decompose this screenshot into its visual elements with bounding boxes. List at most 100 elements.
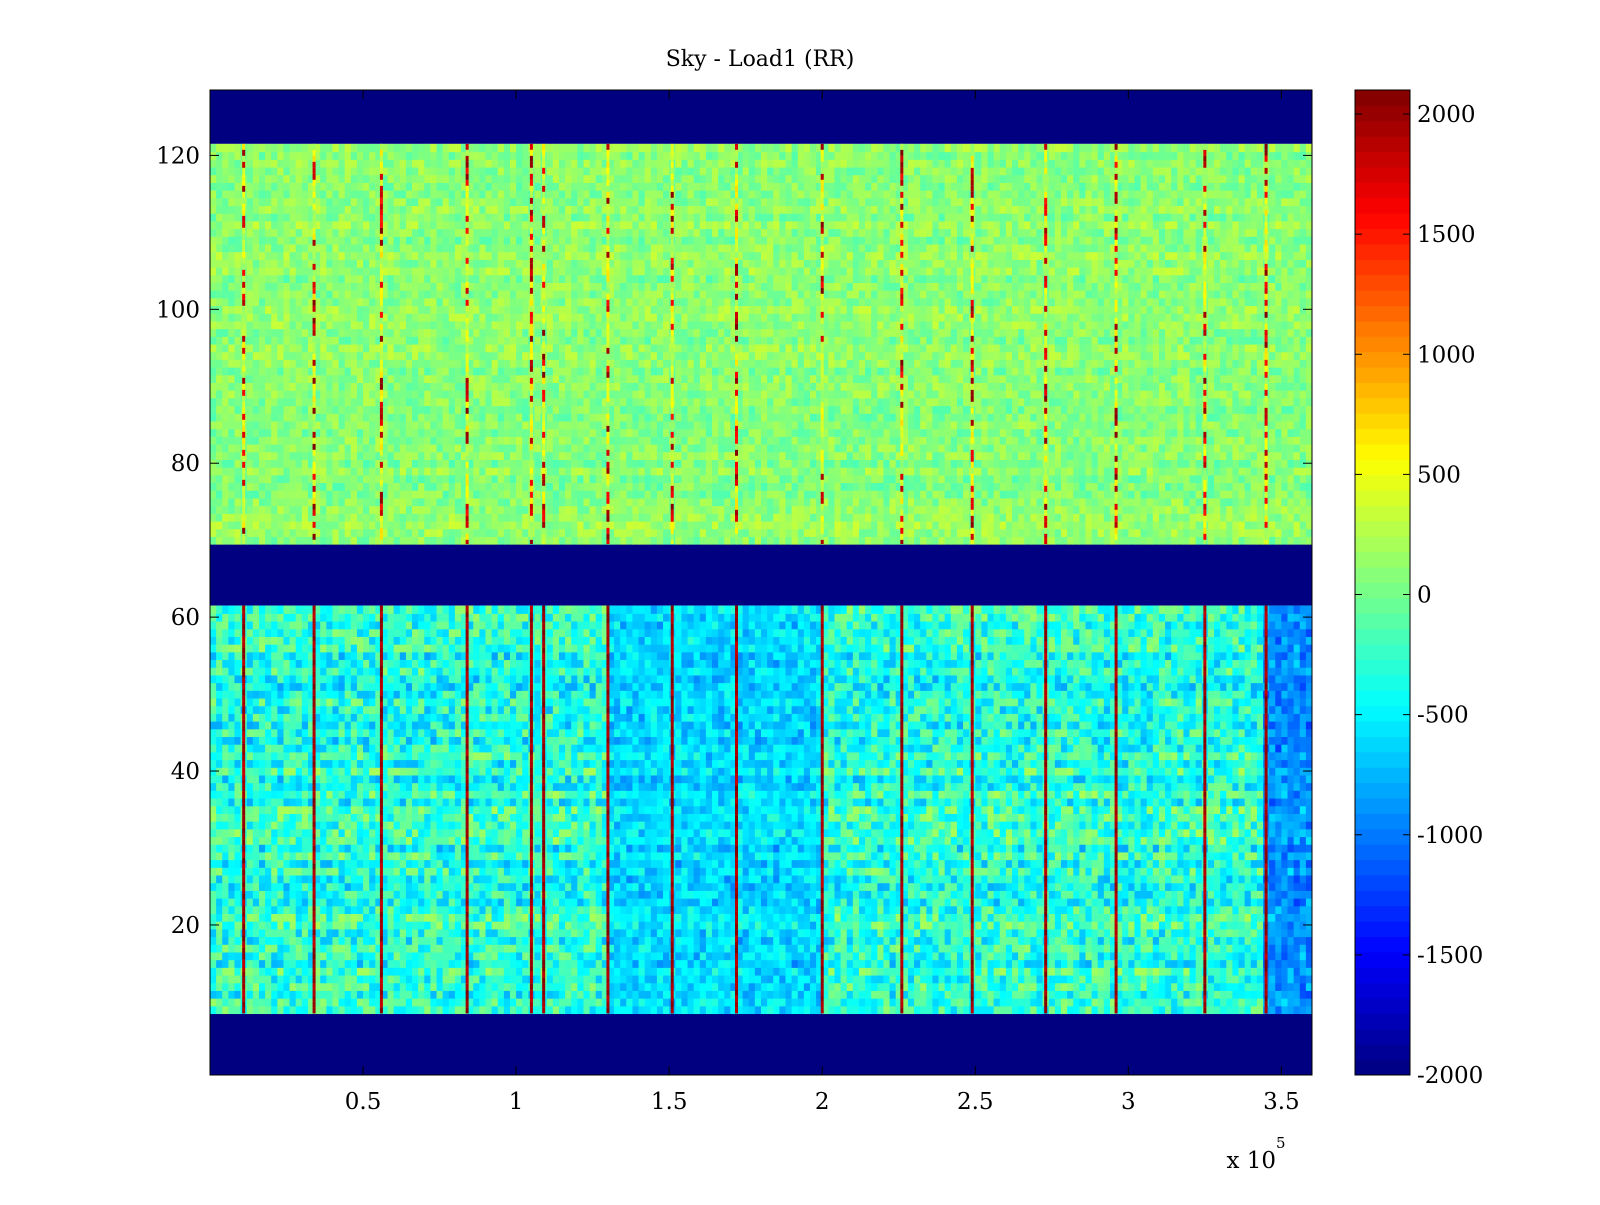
heatmap-cell <box>999 821 1007 830</box>
heatmap-cell <box>424 998 431 1007</box>
heatmap-cell <box>516 921 523 930</box>
heatmap-cell <box>1226 905 1234 914</box>
heatmap-cell <box>1097 1005 1105 1015</box>
heatmap-cell <box>767 990 774 999</box>
heatmap-cell <box>620 998 627 1007</box>
heatmap-cell <box>632 944 640 953</box>
heatmap-cell <box>344 921 352 930</box>
heatmap-cell <box>1036 836 1044 845</box>
heatmap-cell <box>595 821 603 830</box>
heatmap-cell <box>412 805 419 814</box>
heatmap-cell <box>1048 959 1056 968</box>
heatmap-cell <box>583 944 591 953</box>
heatmap-cell <box>1158 867 1166 876</box>
heatmap-cell <box>761 874 768 884</box>
heatmap-cell <box>834 974 842 984</box>
heatmap-cell <box>491 821 499 830</box>
heatmap-cell <box>485 882 493 891</box>
heatmap-cell <box>546 921 554 930</box>
heatmap-cell <box>571 936 578 945</box>
heatmap-cell <box>222 998 229 1007</box>
heatmap-cell <box>485 974 493 984</box>
heatmap-cell <box>1189 936 1197 945</box>
heatmap-cell <box>552 974 560 984</box>
heatmap-cell <box>999 1005 1007 1015</box>
heatmap-cell <box>895 936 903 945</box>
heatmap-cell <box>1116 928 1123 938</box>
heatmap-cell <box>271 905 278 914</box>
heatmap-cell <box>1158 828 1166 838</box>
heatmap-cell <box>363 921 370 930</box>
heatmap-cell <box>1128 974 1136 984</box>
heatmap-cell <box>338 874 346 884</box>
heatmap-cell <box>724 928 731 938</box>
heatmap-cell <box>871 890 878 899</box>
heatmap-cell <box>920 959 927 968</box>
heatmap-cell <box>265 1005 272 1015</box>
heatmap-cell <box>632 951 640 961</box>
heatmap-cell <box>767 921 774 930</box>
heatmap-cell <box>1207 836 1215 845</box>
heatmap-cell <box>479 982 487 991</box>
heatmap-cell <box>871 905 878 914</box>
heatmap-cell <box>289 936 297 945</box>
heatmap-cell <box>350 944 358 953</box>
heatmap-cell <box>350 836 358 845</box>
heatmap-cell <box>375 905 383 914</box>
heatmap-cell <box>1067 905 1074 914</box>
heatmap-cell <box>271 844 278 853</box>
heatmap-cell <box>1207 859 1215 868</box>
heatmap-cell <box>589 836 597 845</box>
heatmap-cell <box>656 936 664 945</box>
heatmap-cell <box>681 898 689 907</box>
heatmap-cell <box>718 998 725 1007</box>
heatmap-cell <box>1103 867 1111 876</box>
heatmap-cell <box>871 882 878 891</box>
heatmap-cell <box>1244 1005 1252 1015</box>
heatmap-cell <box>1183 844 1191 853</box>
heatmap-cell <box>785 874 793 884</box>
heatmap-cell <box>736 813 744 822</box>
heatmap-cell <box>509 936 517 945</box>
heatmap-cell <box>767 982 774 991</box>
heatmap-cell <box>675 898 683 907</box>
heatmap-cell <box>1256 959 1264 968</box>
heatmap-cell <box>1146 805 1154 814</box>
heatmap-cell <box>1177 1005 1185 1015</box>
heatmap-cell <box>950 898 958 907</box>
heatmap-cell <box>1030 844 1038 853</box>
heatmap-cell <box>803 859 811 868</box>
heatmap-cell <box>277 967 285 976</box>
heatmap-cell <box>430 867 438 876</box>
heatmap-cell <box>424 959 431 968</box>
heatmap-cell <box>785 913 793 922</box>
heatmap-cell <box>650 898 658 907</box>
heatmap-cell <box>999 928 1007 938</box>
heatmap-cell <box>1079 982 1087 991</box>
heatmap-cell <box>522 813 529 822</box>
heatmap-cell <box>516 936 523 945</box>
heatmap-cell <box>1024 998 1031 1007</box>
heatmap-cell <box>705 905 713 914</box>
heatmap-cell <box>448 1005 456 1015</box>
heatmap-cell <box>1103 813 1111 822</box>
heatmap-cell <box>1256 944 1264 953</box>
heatmap-cell <box>607 967 615 976</box>
heatmap-cell <box>442 936 450 945</box>
heatmap-cell <box>1103 967 1111 976</box>
heatmap-cell <box>234 959 242 968</box>
heatmap-cell <box>834 1005 842 1015</box>
heatmap-cell <box>405 898 413 907</box>
heatmap-cell <box>461 797 468 807</box>
heatmap-cell <box>583 867 591 876</box>
heatmap-cell <box>754 851 762 861</box>
heatmap-cell <box>1238 898 1246 907</box>
heatmap-cell <box>914 867 921 876</box>
heatmap-cell <box>773 890 780 899</box>
heatmap-cell <box>1134 990 1142 999</box>
heatmap-cell <box>1048 905 1056 914</box>
heatmap-cell <box>228 936 236 945</box>
heatmap-cell <box>956 828 964 838</box>
heatmap-cell <box>1134 967 1142 976</box>
heatmap-cell <box>877 959 885 968</box>
